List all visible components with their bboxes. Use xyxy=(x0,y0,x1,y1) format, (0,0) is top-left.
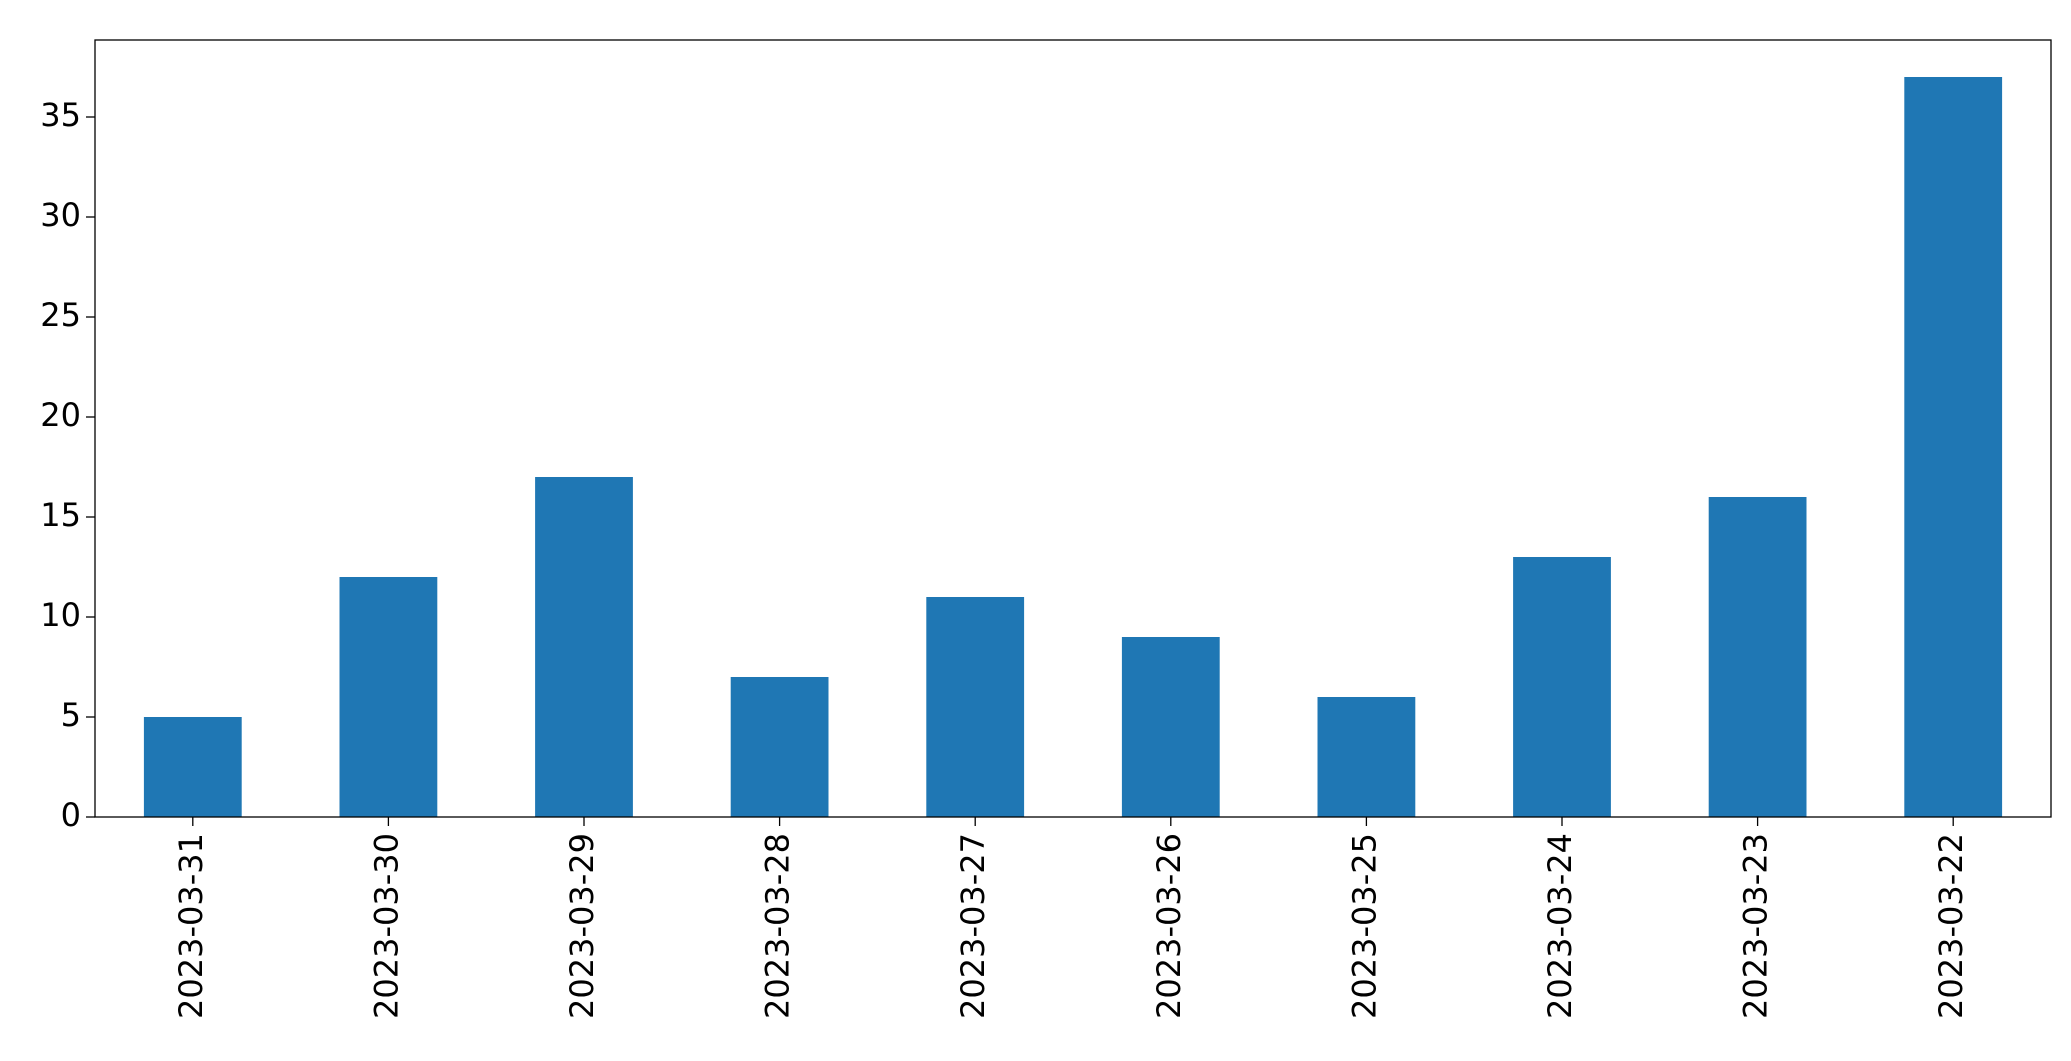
bar xyxy=(339,577,438,817)
bar xyxy=(1317,697,1416,817)
x-tick-label: 2023-03-31 xyxy=(172,833,210,1019)
x-tick-label: 2023-03-28 xyxy=(759,833,797,1019)
x-tick-label: 2023-03-25 xyxy=(1345,833,1383,1019)
y-tick-label: 15 xyxy=(40,496,81,534)
plot-frame xyxy=(94,39,2052,818)
bar xyxy=(730,677,829,817)
bar xyxy=(1708,497,1807,817)
y-tick-label: 5 xyxy=(61,696,81,734)
bar xyxy=(535,477,633,817)
y-tick-label: 20 xyxy=(40,396,81,434)
x-tick-label: 2023-03-22 xyxy=(1932,833,1970,1019)
x-tick-label: 2023-03-29 xyxy=(563,833,601,1019)
y-tick-label: 10 xyxy=(40,596,81,634)
y-tick-label: 0 xyxy=(61,796,81,834)
bar xyxy=(926,597,1025,817)
x-tick-label: 2023-03-26 xyxy=(1150,833,1188,1019)
x-tick-label: 2023-03-23 xyxy=(1737,833,1775,1019)
bar xyxy=(143,717,242,817)
x-tick-label: 2023-03-27 xyxy=(954,833,992,1019)
bar xyxy=(1904,77,2003,817)
y-tick-label: 30 xyxy=(40,196,81,234)
bar xyxy=(1121,637,1220,817)
y-tick-label: 35 xyxy=(40,96,81,134)
x-tick-label: 2023-03-24 xyxy=(1541,833,1579,1019)
bar xyxy=(1513,557,1611,817)
y-tick-label: 25 xyxy=(40,296,81,334)
x-tick-label: 2023-03-30 xyxy=(367,833,405,1019)
